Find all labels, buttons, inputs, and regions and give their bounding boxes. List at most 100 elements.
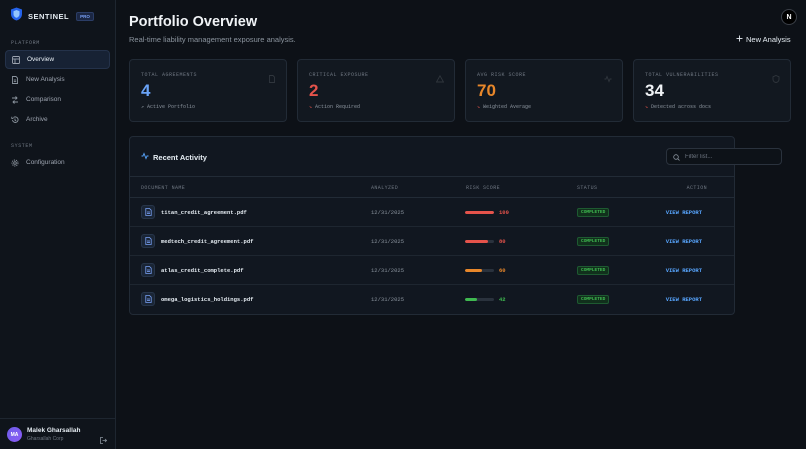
logout-icon[interactable] [100,431,108,449]
risk-bar-fill [465,211,494,214]
sidebar-item-label: New Analysis [26,76,65,83]
user-org: Gharsallah Corp [27,436,64,442]
new-analysis-label: New Analysis [746,35,791,44]
grid-icon [12,55,20,64]
brand[interactable]: SENTINEL PRO [10,7,94,26]
table-row[interactable]: atlas_credit_complete.pdf 12/31/2025 60 COM… [130,256,734,285]
table-row[interactable]: titan_credit_agreement.pdf 12/31/2025 100 C… [130,198,734,227]
activity-icon [141,152,149,162]
gear-icon [11,159,19,167]
risk-bar-fill [465,240,489,243]
stat-value: 2 [309,81,319,100]
stat-card-avg-risk-score: AVG RISK SCORE 70 ↘ Weighted Average [465,59,623,122]
view-report-link[interactable]: VIEW REPORT [665,209,702,216]
file-icon [11,75,19,84]
brand-name: SENTINEL [28,12,70,21]
main-content: Portfolio Overview Real-time liability m… [117,0,806,449]
panel-title: Recent Activity [141,152,207,162]
alert-icon [435,70,445,88]
status-badge: COMPLETED [577,208,610,217]
analyzed-date: 12/31/2025 [371,209,405,216]
stat-card-critical-exposure: CRITICAL EXPOSURE 2 ↘ Action Required [297,59,455,122]
section-label-system: SYSTEM [11,143,33,149]
document-name: omega_logistics_holdings.pdf [161,296,254,303]
sidebar-item-new-analysis[interactable]: New Analysis [5,70,110,89]
column-header-action: ACTION [686,185,707,191]
analyzed-date: 12/31/2025 [371,296,405,303]
plus-icon [736,35,743,44]
sidebar-item-label: Archive [26,116,48,123]
view-report-link[interactable]: VIEW REPORT [665,238,702,245]
sidebar-item-comparison[interactable]: Comparison [5,90,110,109]
document-name: atlas_credit_complete.pdf [161,267,244,274]
table-row[interactable]: omega_logistics_holdings.pdf 12/31/2025 42… [130,285,734,314]
shield-logo-icon [10,7,23,26]
stat-label: TOTAL AGREEMENTS [141,72,198,78]
stat-value: 4 [141,81,151,100]
user-profile[interactable]: MA Malek Gharsallah Gharsallah Corp [0,418,116,449]
stat-value: 70 [477,81,496,100]
status-badge: COMPLETED [577,295,610,304]
filter-input[interactable] [685,153,775,160]
view-report-link[interactable]: VIEW REPORT [665,267,702,274]
document-name: titan_credit_agreement.pdf [161,209,247,216]
column-header-status: STATUS [577,185,598,191]
stat-note: ↗ Active Portfolio [141,104,196,110]
risk-bar [465,269,494,272]
file-icon [268,70,276,88]
stat-card-total-vulnerabilities: TOTAL VULNERABILITIES 34 ↘ Detected acros… [633,59,791,122]
user-name: Malek Gharsallah [27,427,81,434]
risk-score: 60 [499,267,506,274]
file-icon [141,205,155,219]
section-label-platform: PLATFORM [11,40,40,46]
sidebar-item-overview[interactable]: Overview [5,50,110,69]
table-header: DOCUMENT NAME ANALYZED RISK SCORE STATUS… [130,176,734,198]
stat-card-total-agreements: TOTAL AGREEMENTS 4 ↗ Active Portfolio [129,59,287,122]
arrow-icon: ↘ [309,104,313,110]
sidebar-item-label: Comparison [26,96,62,103]
recent-activity-panel: Recent Activity DOCUMENT NAME ANALYZED R… [129,136,782,315]
sidebar-item-configuration[interactable]: Configuration [5,153,110,172]
risk-score: 80 [499,238,506,245]
risk-score: 42 [499,296,506,303]
stat-label: TOTAL VULNERABILITIES [645,72,719,78]
file-icon [141,234,155,248]
filter-input-wrapper[interactable] [666,148,782,165]
sidebar-item-label: Overview [27,56,55,63]
view-report-link[interactable]: VIEW REPORT [665,296,702,303]
archive-icon [11,115,19,124]
status-badge: COMPLETED [577,266,610,275]
corner-logo[interactable]: N [781,9,797,25]
file-icon [141,292,155,306]
column-header-risk-score: RISK SCORE [466,185,501,191]
risk-bar-fill [465,269,483,272]
pro-badge: PRO [76,12,94,21]
stat-note: ↘ Action Required [309,104,361,110]
new-analysis-button[interactable]: New Analysis [736,35,791,44]
sidebar-item-archive[interactable]: Archive [5,110,110,129]
risk-bar [465,240,494,243]
page-title: Portfolio Overview [129,14,258,30]
table-row[interactable]: medtech_credit_agreement.pdf 12/31/2025 80… [130,227,734,256]
sidebar-item-label: Configuration [26,159,65,166]
file-icon [141,263,155,277]
analyzed-date: 12/31/2025 [371,267,405,274]
risk-bar [465,211,494,214]
risk-score: 100 [499,209,509,216]
shield-icon [772,70,780,88]
avatar: MA [7,427,22,442]
compare-icon [11,95,19,104]
risk-bar [465,298,494,301]
risk-bar-fill [465,298,478,301]
analyzed-date: 12/31/2025 [371,238,405,245]
stat-note: ↘ Weighted Average [477,104,532,110]
activity-icon [604,70,612,88]
stat-label: CRITICAL EXPOSURE [309,72,369,78]
document-name: medtech_credit_agreement.pdf [161,238,254,245]
stat-note: ↘ Detected across docs [645,104,712,110]
arrow-icon: ↘ [645,104,649,110]
sidebar: SENTINEL PRO PLATFORM Overview New Analy… [0,0,116,449]
page-subtitle: Real-time liability management exposure … [129,35,296,44]
search-icon [673,148,680,166]
activity-icon: ↗ [141,104,145,110]
